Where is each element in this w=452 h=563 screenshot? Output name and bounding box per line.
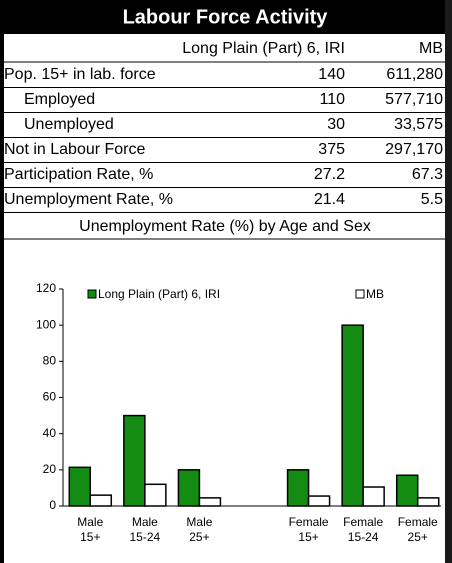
cell: 375 (318, 141, 345, 158)
cell: 33,575 (394, 116, 443, 133)
bar (123, 414, 146, 507)
x-tick-label: Male (132, 515, 158, 529)
bar (89, 494, 113, 507)
cell: 5.5 (421, 191, 443, 208)
y-tick-label: 0 (49, 498, 56, 512)
y-tick-label: 40 (43, 426, 57, 440)
row-label: Employed (24, 91, 95, 108)
column-header: Long Plain (Part) 6, IRI (182, 40, 345, 57)
cell: 297,170 (385, 141, 443, 158)
legend-swatch (87, 289, 97, 299)
table-title: Labour Force Activity (123, 6, 329, 28)
row-label: Unemployment Rate, % (4, 191, 173, 208)
bar (68, 466, 92, 507)
cell: 110 (319, 91, 345, 108)
x-tick-label: 25+ (408, 530, 428, 544)
cell: 30 (327, 116, 345, 133)
x-tick-label: 15-24 (348, 530, 379, 544)
bar (286, 469, 310, 507)
legend-label: Long Plain (Part) 6, IRI (98, 287, 220, 301)
y-tick-label: 20 (43, 462, 57, 476)
row-label: Pop. 15+ in lab. force (4, 66, 156, 83)
cell: 140 (318, 66, 345, 83)
legend-label: MB (366, 287, 384, 301)
x-tick-label: Female (343, 515, 383, 529)
cell: 27.2 (314, 166, 345, 183)
y-tick-label: 120 (36, 281, 56, 295)
chart-title: Unemployment Rate (%) by Age and Sex (79, 218, 371, 235)
cell: 67.3 (412, 166, 443, 183)
x-tick-label: Male (77, 515, 103, 529)
left-border (0, 0, 4, 563)
x-tick-label: 15+ (80, 530, 100, 544)
right-border (445, 0, 452, 563)
bar (341, 324, 364, 507)
y-tick-label: 80 (43, 354, 57, 368)
cell: 611,280 (386, 66, 443, 83)
x-tick-label: Female (398, 515, 438, 529)
column-header: MB (419, 40, 443, 57)
bar (177, 469, 201, 507)
x-tick-label: 15-24 (130, 530, 161, 544)
row-label: Participation Rate, % (4, 166, 153, 183)
bar (198, 497, 222, 507)
x-tick-label: Male (186, 515, 212, 529)
bar (144, 483, 167, 507)
bar (307, 495, 331, 507)
row-label: Unemployed (24, 116, 114, 133)
cell: 21.4 (314, 191, 345, 208)
y-tick-label: 60 (43, 390, 57, 404)
x-tick-label: Female (289, 515, 329, 529)
x-tick-label: 25+ (189, 530, 209, 544)
bar (362, 486, 385, 507)
cell: 577,710 (385, 91, 443, 108)
row-label: Not in Labour Force (4, 141, 146, 158)
x-tick-label: 15+ (298, 530, 318, 544)
y-tick-label: 100 (36, 317, 56, 331)
legend-swatch (355, 289, 365, 299)
title-bar (4, 0, 445, 34)
bar (395, 474, 419, 507)
bar (416, 497, 440, 507)
